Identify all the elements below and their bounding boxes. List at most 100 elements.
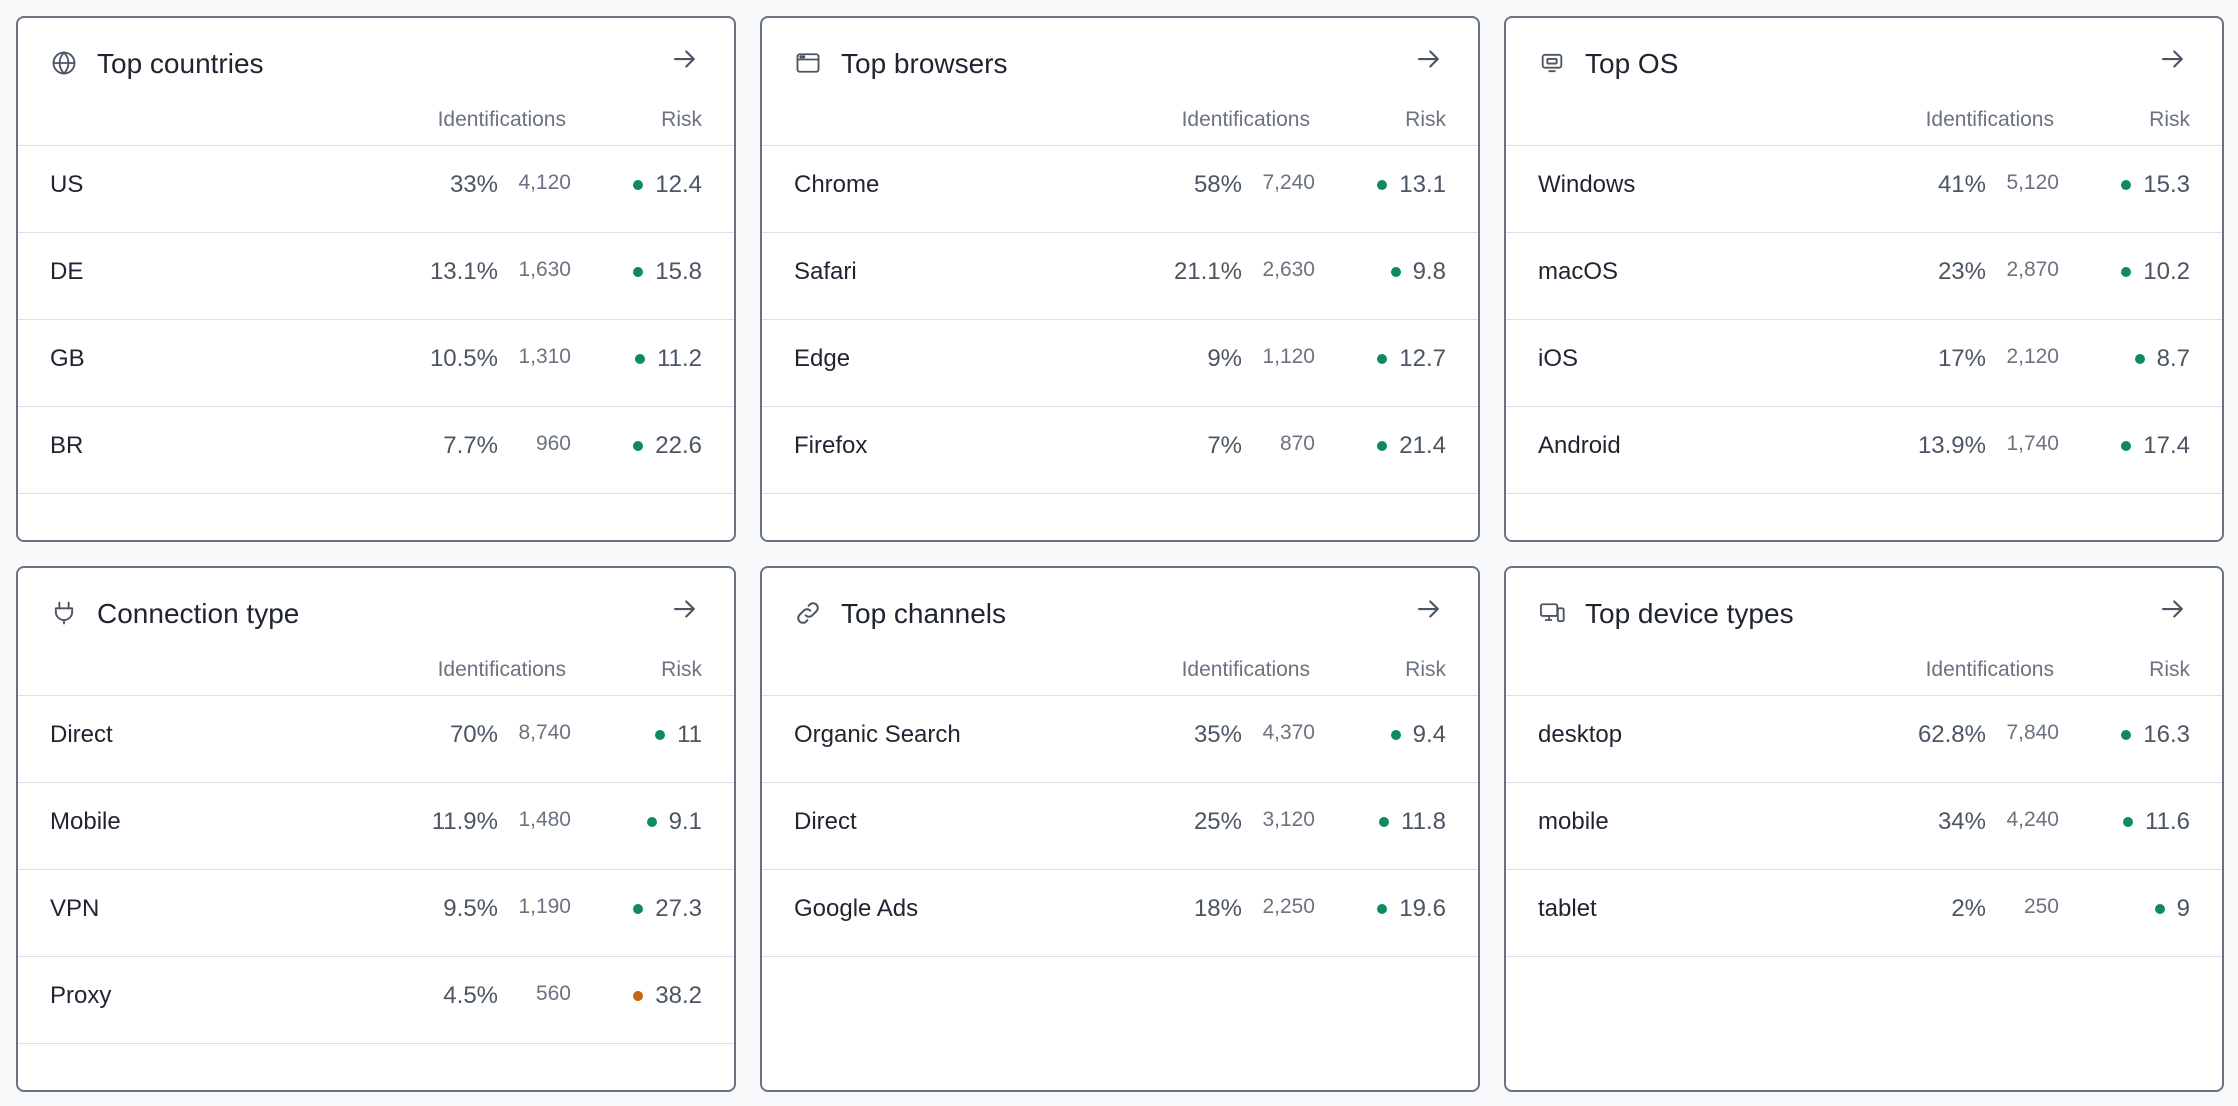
column-header-identifications: Identifications <box>1181 108 1310 131</box>
row-percentage: 4.5% <box>443 982 498 1009</box>
table-row[interactable]: BR 7.7% 960 22.6 <box>18 407 734 494</box>
risk-score: 11.8 <box>1401 808 1446 835</box>
row-percentage: 35% <box>1193 721 1242 748</box>
dashboard-grid: Top countries Identifications Risk US 33… <box>16 16 2224 1092</box>
table-row[interactable]: macOS 23% 2,870 10.2 <box>1506 233 2222 320</box>
risk-score: 8.7 <box>2156 345 2190 372</box>
card-header: Connection type <box>18 568 734 634</box>
table-row[interactable]: Mobile 11.9% 1,480 9.1 <box>18 783 734 870</box>
risk-score: 17.4 <box>2143 432 2190 459</box>
risk-dot-icon <box>2121 441 2132 451</box>
risk-score: 10.2 <box>2143 258 2190 285</box>
table-row[interactable]: Direct 70% 8,740 11 <box>18 696 734 783</box>
table-row[interactable]: Android 13.9% 1,740 17.4 <box>1506 407 2222 494</box>
row-count: 560 <box>535 982 571 1005</box>
row-percentage: 25% <box>1193 808 1242 835</box>
risk-score: 38.2 <box>655 982 702 1009</box>
table-row[interactable]: iOS 17% 2,120 8.7 <box>1506 320 2222 407</box>
row-count: 2,250 <box>1262 895 1315 918</box>
risk-score: 15.8 <box>655 258 702 285</box>
table-row[interactable]: Edge 9% 1,120 12.7 <box>762 320 1478 407</box>
row-percentage: 18% <box>1193 895 1242 922</box>
row-risk: 12.4 <box>633 171 702 199</box>
row-risk: 19.6 <box>1377 895 1446 923</box>
column-header-risk: Risk <box>661 108 702 131</box>
table-row[interactable]: Windows 41% 5,120 15.3 <box>1506 146 2222 233</box>
devices-icon <box>1538 599 1566 627</box>
row-label: DE <box>50 258 84 285</box>
cpu-chip-icon <box>1538 49 1566 77</box>
arrow-right-icon[interactable] <box>670 594 700 624</box>
card-header: Top device types <box>1506 568 2222 634</box>
row-count: 5,120 <box>2006 171 2059 194</box>
table-row[interactable]: DE 13.1% 1,630 15.8 <box>18 233 734 320</box>
link-icon <box>794 599 822 627</box>
row-count: 870 <box>1279 432 1315 455</box>
table-row[interactable]: Google Ads 18% 2,250 19.6 <box>762 870 1478 957</box>
arrow-right-icon[interactable] <box>1414 594 1444 624</box>
risk-score: 13.1 <box>1399 171 1446 198</box>
risk-score: 12.4 <box>655 171 702 198</box>
row-percentage: 23% <box>1937 258 1986 285</box>
column-header-identifications: Identifications <box>437 108 566 131</box>
risk-dot-icon <box>1390 267 1401 277</box>
row-label: US <box>50 171 84 198</box>
risk-score: 11 <box>677 721 702 748</box>
table-row[interactable]: desktop 62.8% 7,840 16.3 <box>1506 696 2222 783</box>
table-row[interactable]: GB 10.5% 1,310 11.2 <box>18 320 734 407</box>
risk-score: 21.4 <box>1399 432 1446 459</box>
row-label: macOS <box>1538 258 1619 285</box>
row-risk: 22.6 <box>633 432 702 460</box>
row-percentage: 7% <box>1207 432 1242 459</box>
column-header-risk: Risk <box>1405 658 1446 681</box>
row-risk: 11.2 <box>635 345 702 373</box>
row-label: Chrome <box>794 171 880 198</box>
row-percentage: 9.5% <box>443 895 498 922</box>
row-label: tablet <box>1538 895 1597 922</box>
risk-dot-icon <box>633 904 644 914</box>
row-count: 7,240 <box>1262 171 1315 194</box>
risk-score: 9.8 <box>1412 258 1446 285</box>
table-row[interactable]: Organic Search 35% 4,370 9.4 <box>762 696 1478 783</box>
row-count: 2,630 <box>1262 258 1315 281</box>
column-header-risk: Risk <box>2149 108 2190 131</box>
table-row[interactable]: tablet 2% 250 9 <box>1506 870 2222 957</box>
row-percentage: 41% <box>1937 171 1986 198</box>
risk-dot-icon <box>2121 267 2132 277</box>
table-row[interactable]: Proxy 4.5% 560 38.2 <box>18 957 734 1044</box>
card-header: Top countries <box>18 18 734 84</box>
table-row[interactable]: Chrome 58% 7,240 13.1 <box>762 146 1478 233</box>
table-row[interactable]: US 33% 4,120 12.4 <box>18 146 734 233</box>
card-top-browsers: Top browsers Identifications Risk Chrome… <box>760 16 1480 542</box>
table-row[interactable]: mobile 34% 4,240 11.6 <box>1506 783 2222 870</box>
plug-icon <box>50 599 78 627</box>
row-count: 4,120 <box>518 171 571 194</box>
row-label: Edge <box>794 345 851 372</box>
table-row[interactable]: VPN 9.5% 1,190 27.3 <box>18 870 734 957</box>
card-title: Top browsers <box>841 48 1008 79</box>
risk-score: 15.3 <box>2143 171 2190 198</box>
risk-score: 11.6 <box>2145 808 2190 835</box>
row-percentage: 13.9% <box>1917 432 1986 459</box>
risk-dot-icon <box>2121 730 2132 740</box>
arrow-right-icon[interactable] <box>670 44 700 74</box>
row-risk: 21.4 <box>1377 432 1446 460</box>
column-header-risk: Risk <box>661 658 702 681</box>
row-label: Google Ads <box>794 895 919 922</box>
arrow-right-icon[interactable] <box>2158 44 2188 74</box>
table-row[interactable]: Firefox 7% 870 21.4 <box>762 407 1478 494</box>
row-label: iOS <box>1538 345 1579 372</box>
risk-dot-icon <box>1390 730 1401 740</box>
table-row[interactable]: Safari 21.1% 2,630 9.8 <box>762 233 1478 320</box>
card-header: Top browsers <box>762 18 1478 84</box>
arrow-right-icon[interactable] <box>2158 594 2188 624</box>
row-percentage: 7.7% <box>443 432 498 459</box>
arrow-right-icon[interactable] <box>1414 44 1444 74</box>
risk-score: 19.6 <box>1399 895 1446 922</box>
row-count: 250 <box>2023 895 2059 918</box>
row-risk: 16.3 <box>2121 721 2190 749</box>
card-top-channels: Top channels Identifications Risk Organi… <box>760 566 1480 1092</box>
row-count: 1,480 <box>518 808 571 831</box>
table-row[interactable]: Direct 25% 3,120 11.8 <box>762 783 1478 870</box>
column-headers: Identifications Risk <box>1506 84 2222 146</box>
